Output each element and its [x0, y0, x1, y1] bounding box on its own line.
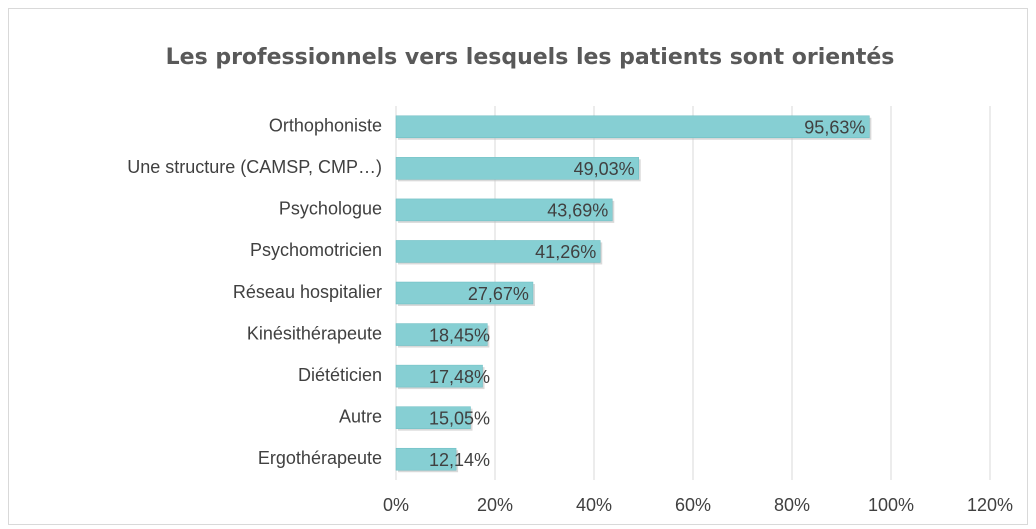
chart-border	[8, 8, 1028, 525]
data-label: 15,05%	[429, 408, 490, 428]
bar	[395, 198, 613, 222]
x-tick-label: 60%	[675, 495, 711, 515]
data-label: 17,48%	[429, 367, 490, 387]
y-tick-label: Kinésithérapeute	[247, 323, 382, 343]
x-tick-label: 100%	[868, 495, 914, 515]
y-tick-label: Psychologue	[279, 199, 382, 219]
y-tick-label: Ergothérapeute	[258, 448, 382, 468]
x-tick-label: 120%	[967, 495, 1013, 515]
x-tick-label: 0%	[383, 495, 409, 515]
y-tick-label: Orthophoniste	[269, 116, 382, 136]
bar	[395, 115, 870, 139]
bar	[395, 281, 534, 305]
data-label: 95,63%	[804, 118, 865, 138]
data-label: 27,67%	[468, 284, 529, 304]
x-tick-label: 20%	[477, 495, 513, 515]
data-label: 43,69%	[547, 201, 608, 221]
y-tick-label: Réseau hospitalier	[233, 282, 382, 302]
y-tick-label: Une structure (CAMSP, CMP…)	[127, 157, 382, 177]
data-label: 12,14%	[429, 450, 490, 470]
bar	[395, 323, 488, 346]
chart-title: Les professionnels vers lesquels les pat…	[166, 45, 895, 70]
y-tick-label: Psychomotricien	[250, 240, 382, 260]
x-tick-label: 40%	[576, 495, 612, 515]
data-label: 18,45%	[429, 325, 490, 345]
bar	[395, 447, 457, 471]
bar	[395, 240, 601, 263]
y-tick-label: Autre	[339, 406, 382, 426]
bar	[395, 157, 639, 180]
bar	[395, 364, 483, 388]
bar	[395, 406, 471, 429]
data-label: 41,26%	[535, 242, 596, 262]
x-tick-label: 80%	[774, 495, 810, 515]
data-label: 49,03%	[574, 159, 635, 179]
y-tick-label: Diététicien	[298, 365, 382, 385]
